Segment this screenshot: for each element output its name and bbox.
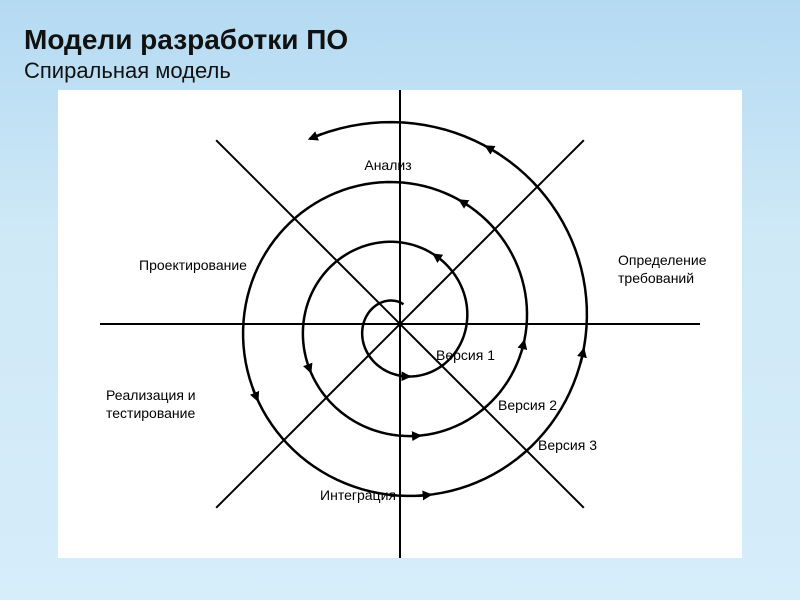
slide-header: Модели разработки ПО Спиральная модель bbox=[24, 24, 348, 84]
spiral-direction-arrow bbox=[253, 389, 258, 400]
diagram-label: Определение bbox=[618, 252, 707, 268]
spiral-direction-arrow bbox=[486, 146, 499, 154]
spiral-direction-arrow bbox=[308, 365, 311, 372]
diagram-label: Версия 2 bbox=[498, 397, 557, 413]
slide: Модели разработки ПО Спиральная модель А… bbox=[0, 0, 800, 600]
spiral-direction-arrow bbox=[411, 436, 420, 437]
spiral-direction-arrow bbox=[434, 254, 439, 257]
diagram-label: Версия 1 bbox=[436, 347, 495, 363]
diagram-label: Реализация и bbox=[106, 387, 196, 403]
spiral-direction-arrow bbox=[460, 200, 469, 205]
slide-title: Модели разработки ПО bbox=[24, 24, 348, 56]
diagram-label: тестирование bbox=[106, 405, 195, 421]
diagram-label: Версия 3 bbox=[538, 437, 597, 453]
diagram-label: Проектирование bbox=[139, 257, 247, 273]
diagram-label: Анализ bbox=[364, 157, 411, 173]
spiral-direction-arrow bbox=[581, 349, 584, 363]
spiral-diagram: Анализ Определение требований Проектировани… bbox=[58, 90, 742, 558]
spiral-direction-arrow bbox=[522, 341, 524, 350]
slide-subtitle: Спиральная модель bbox=[24, 58, 348, 84]
spiral-direction-arrow bbox=[418, 495, 431, 496]
spiral-svg-container: Анализ Определение требований Проектировани… bbox=[58, 90, 742, 558]
spiral-svg: Анализ Определение требований Проектировани… bbox=[58, 90, 742, 558]
diagram-label: требований bbox=[618, 270, 694, 286]
spiral-end-arrow bbox=[310, 134, 322, 139]
diagram-label: Интеграция bbox=[320, 487, 396, 503]
